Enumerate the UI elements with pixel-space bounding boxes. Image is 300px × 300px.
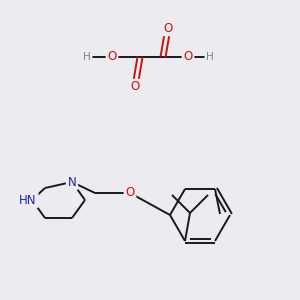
Text: H: H (206, 52, 214, 62)
Text: O: O (125, 187, 135, 200)
Text: O: O (130, 80, 140, 94)
Text: N: N (68, 176, 76, 188)
Text: O: O (164, 22, 172, 34)
Text: O: O (183, 50, 193, 64)
Text: HN: HN (19, 194, 37, 206)
Text: H: H (83, 52, 91, 62)
Text: O: O (107, 50, 117, 64)
